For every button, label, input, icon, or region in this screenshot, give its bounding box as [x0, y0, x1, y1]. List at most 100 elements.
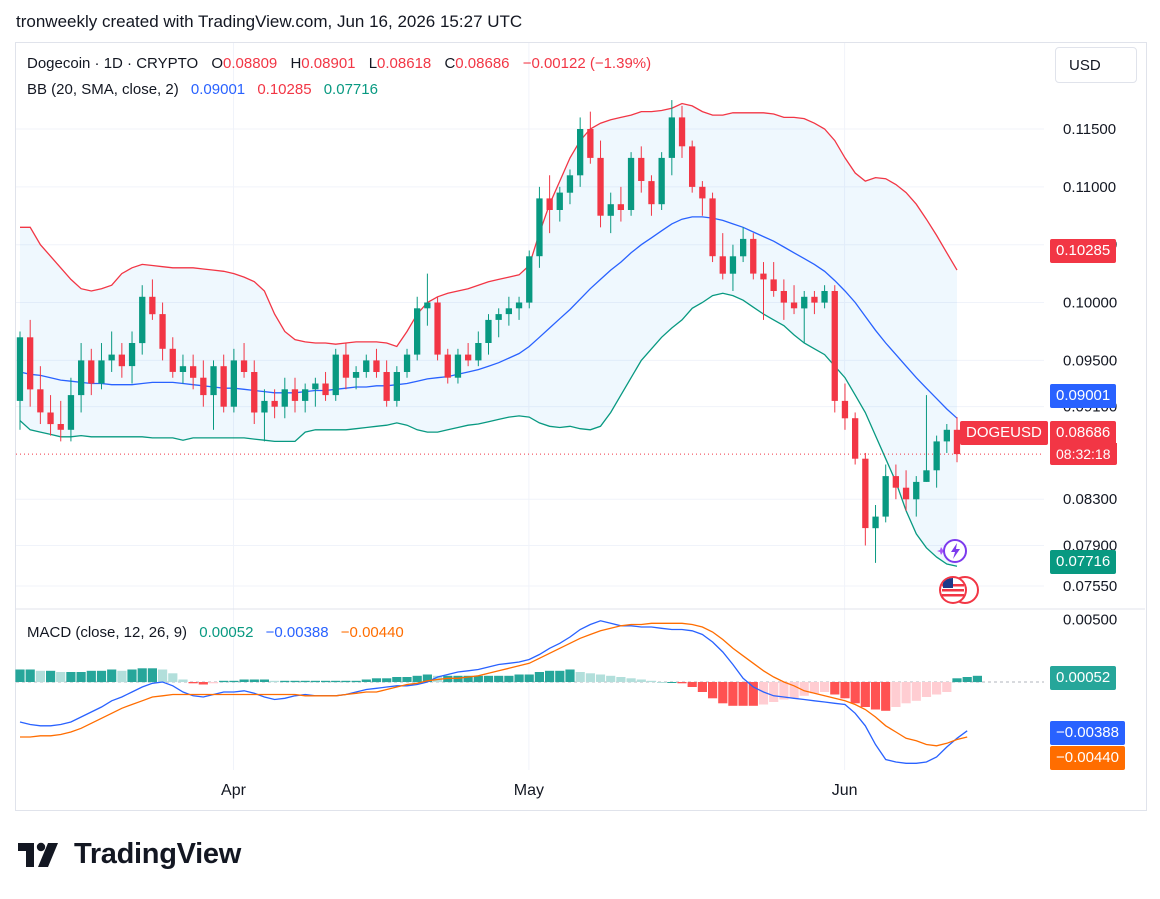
candle-body: [658, 157, 665, 205]
candle-body: [352, 372, 360, 378]
candle-body: [872, 516, 879, 529]
macd-histogram-bar: [208, 682, 219, 684]
macd-histogram-bar: [738, 682, 748, 706]
macd-histogram-bar: [46, 670, 56, 683]
low-label: L: [368, 55, 378, 72]
candle: [179, 354, 187, 384]
close-label: C: [444, 55, 456, 72]
macd-histogram-bar: [850, 682, 860, 704]
candle: [587, 111, 594, 164]
macd-histogram-bar: [66, 672, 76, 682]
candle: [261, 389, 268, 442]
candle-body: [454, 354, 462, 378]
symbol-legend[interactable]: Dogecoin · 1D · CRYPTO O0.08809 H0.08901…: [27, 55, 655, 72]
macd-histogram-bar: [188, 682, 198, 684]
tradingview-mark-icon: [18, 842, 58, 867]
events-icon[interactable]: [937, 537, 969, 567]
bb-legend[interactable]: BB (20, SMA, close, 2) 0.09001 0.10285 0…: [27, 81, 382, 98]
macd-label: MACD (close, 12, 26, 9): [27, 624, 188, 641]
high-label: H: [290, 55, 302, 72]
macd-histogram-bar: [504, 675, 514, 683]
candle: [373, 348, 380, 378]
change-value: −0.00122 (−1.39%): [522, 55, 652, 72]
bb-upper-value: 0.10285: [257, 81, 312, 98]
candle: [363, 354, 370, 378]
candle-body: [536, 198, 543, 257]
macd-histogram-bar: [545, 670, 555, 683]
candle: [515, 296, 523, 320]
bb-lower-line: [19, 292, 958, 567]
macd-histogram-bar: [860, 682, 870, 707]
candle-body: [240, 360, 248, 372]
macd-histogram-bar: [198, 682, 208, 685]
candle: [790, 285, 798, 315]
candle-body: [444, 354, 451, 378]
candle: [638, 146, 645, 193]
macd-histogram-bar: [667, 682, 677, 683]
bb-basis-badge: 0.09001: [1050, 384, 1117, 408]
candle-body: [373, 360, 380, 372]
us-flag-icon[interactable]: [937, 574, 981, 606]
candle-body: [27, 337, 34, 390]
macd-histogram-bar: [881, 682, 891, 711]
candle-body: [719, 256, 726, 274]
price-tick-label: 0.07550: [1063, 578, 1117, 595]
candle: [271, 389, 278, 419]
candle-body: [302, 389, 309, 401]
candle: [118, 343, 125, 378]
candle: [16, 331, 24, 430]
macd-histogram-bar: [117, 670, 127, 683]
candle-body: [37, 389, 44, 413]
candle-body: [465, 354, 472, 361]
candle-body: [577, 129, 584, 176]
candle-body: [190, 366, 197, 378]
candle-body: [149, 296, 156, 315]
candle-body: [322, 383, 329, 396]
candle-body: [312, 383, 319, 390]
candle-body: [139, 296, 146, 344]
candle-body: [852, 418, 859, 459]
tradingview-wordmark: TradingView: [74, 838, 241, 870]
macd-histogram-bar: [158, 669, 168, 682]
candle-body: [281, 389, 288, 407]
macd-histogram-bar: [147, 668, 157, 683]
candle: [78, 343, 85, 413]
candle: [220, 354, 227, 413]
currency-button[interactable]: USD: [1055, 47, 1137, 83]
candle: [699, 181, 706, 216]
candle: [322, 371, 329, 401]
candle: [526, 250, 533, 309]
bb-label: BB (20, SMA, close, 2): [27, 81, 179, 98]
candle-body: [933, 441, 940, 471]
candle: [495, 308, 502, 338]
candle-body: [220, 366, 227, 407]
macd-legend[interactable]: MACD (close, 12, 26, 9) 0.00052 −0.00388…: [27, 624, 408, 641]
candle-body: [383, 372, 390, 401]
bb-lower-badge: 0.07716: [1050, 550, 1117, 574]
candle-body: [261, 400, 268, 413]
macd-tick-label: 0.00500: [1063, 612, 1117, 629]
candle: [342, 343, 350, 390]
candle: [597, 140, 604, 228]
macd-histogram-bar: [361, 679, 371, 682]
macd-histogram-bar: [86, 670, 96, 683]
tradingview-logo[interactable]: TradingView: [18, 838, 241, 871]
candle: [485, 314, 492, 355]
macd-histogram-bar: [270, 680, 280, 683]
price-tick-label: 0.11500: [1063, 121, 1116, 138]
candle-body: [597, 157, 604, 216]
candle: [352, 366, 360, 390]
candle: [128, 331, 136, 384]
macd-histogram-bar: [331, 680, 341, 683]
candle: [149, 279, 156, 320]
candle: [658, 152, 665, 210]
candle-body: [88, 360, 95, 384]
candle: [190, 354, 197, 390]
bb-lower-value: 0.07716: [323, 81, 378, 98]
macd-histogram-bar: [921, 682, 932, 697]
macd-histogram-bar: [728, 682, 738, 706]
candle-body: [16, 337, 24, 401]
candle: [902, 470, 910, 511]
macd-histogram-bar: [758, 682, 769, 705]
